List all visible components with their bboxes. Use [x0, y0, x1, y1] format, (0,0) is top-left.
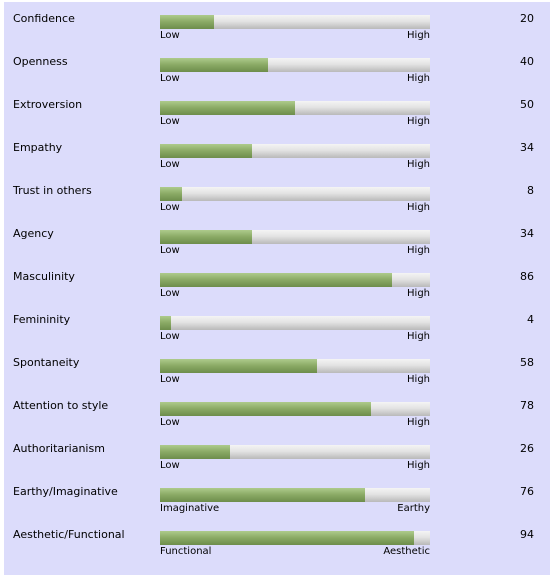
- trait-panel: Confidence Low High 20 Openness Low High 40 Extr…: [4, 2, 550, 575]
- trait-bar-track: [160, 15, 430, 29]
- trait-row: Openness Low High 40: [4, 45, 550, 88]
- scale-high-label: High: [407, 159, 430, 170]
- trait-score: 40: [520, 55, 534, 68]
- scale-high-label: Aesthetic: [383, 546, 430, 557]
- scale-low-label: Low: [160, 245, 180, 256]
- trait-bar-track: [160, 187, 430, 201]
- trait-label: Trust in others: [13, 184, 92, 197]
- scale-low-label: Low: [160, 331, 180, 342]
- trait-score: 34: [520, 141, 534, 154]
- trait-label: Empathy: [13, 141, 63, 154]
- trait-score: 26: [520, 442, 534, 455]
- trait-score: 4: [527, 313, 534, 326]
- scale-high-label: High: [407, 30, 430, 41]
- trait-bar-track: [160, 359, 430, 373]
- trait-score: 86: [520, 270, 534, 283]
- scale-high-label: High: [407, 202, 430, 213]
- trait-label: Agency: [13, 227, 54, 240]
- trait-bar-track: [160, 402, 430, 416]
- trait-row: Confidence Low High 20: [4, 2, 550, 45]
- trait-row: Femininity Low High 4: [4, 303, 550, 346]
- scale-high-label: Earthy: [397, 503, 430, 514]
- trait-bar-track: [160, 58, 430, 72]
- trait-score: 78: [520, 399, 534, 412]
- scale-low-label: Low: [160, 159, 180, 170]
- trait-row: Empathy Low High 34: [4, 131, 550, 174]
- trait-bar-fill: [160, 316, 171, 330]
- scale-high-label: High: [407, 417, 430, 428]
- trait-bar-fill: [160, 101, 295, 115]
- trait-bar-track: [160, 101, 430, 115]
- trait-bar-fill: [160, 402, 371, 416]
- trait-label: Femininity: [13, 313, 71, 326]
- trait-label: Extroversion: [13, 98, 83, 111]
- scale-low-label: Low: [160, 30, 180, 41]
- trait-row: Agency Low High 34: [4, 217, 550, 260]
- scale-high-label: High: [407, 245, 430, 256]
- trait-label: Confidence: [13, 12, 75, 25]
- trait-bar-fill: [160, 531, 414, 545]
- scale-high-label: High: [407, 374, 430, 385]
- trait-bar-track: [160, 445, 430, 459]
- scale-low-label: Low: [160, 460, 180, 471]
- trait-score: 20: [520, 12, 534, 25]
- trait-row: Extroversion Low High 50: [4, 88, 550, 131]
- trait-bar-track: [160, 144, 430, 158]
- trait-label: Attention to style: [13, 399, 109, 412]
- trait-label: Spontaneity: [13, 356, 80, 369]
- trait-bar-track: [160, 273, 430, 287]
- trait-bar-track: [160, 230, 430, 244]
- trait-score: 34: [520, 227, 534, 240]
- scale-low-label: Imaginative: [160, 503, 220, 514]
- scale-low-label: Low: [160, 288, 180, 299]
- trait-row: Aesthetic/Functional Functional Aesthetic 9…: [4, 518, 550, 561]
- trait-row: Trust in others Low High 8: [4, 174, 550, 217]
- trait-bar-fill: [160, 144, 252, 158]
- trait-bar-track: [160, 316, 430, 330]
- trait-bar-track: [160, 488, 430, 502]
- trait-bar-fill: [160, 15, 214, 29]
- trait-bar-fill: [160, 488, 365, 502]
- scale-low-label: Low: [160, 417, 180, 428]
- trait-bar-fill: [160, 359, 317, 373]
- trait-label: Earthy/Imaginative: [13, 485, 118, 498]
- trait-row: Authoritarianism Low High 26: [4, 432, 550, 475]
- scale-high-label: High: [407, 460, 430, 471]
- trait-label: Openness: [13, 55, 68, 68]
- trait-label: Masculinity: [13, 270, 75, 283]
- scale-high-label: High: [407, 288, 430, 299]
- scale-low-label: Low: [160, 73, 180, 84]
- scale-low-label: Low: [160, 374, 180, 385]
- trait-row: Attention to style Low High 78: [4, 389, 550, 432]
- trait-bar-track: [160, 531, 430, 545]
- scale-low-label: Low: [160, 116, 180, 127]
- trait-bar-fill: [160, 187, 182, 201]
- trait-label: Authoritarianism: [13, 442, 105, 455]
- trait-row: Spontaneity Low High 58: [4, 346, 550, 389]
- trait-bar-fill: [160, 445, 230, 459]
- trait-bar-fill: [160, 273, 392, 287]
- scale-low-label: Low: [160, 202, 180, 213]
- scale-high-label: High: [407, 331, 430, 342]
- trait-score: 76: [520, 485, 534, 498]
- trait-score: 94: [520, 528, 534, 541]
- trait-row: Masculinity Low High 86: [4, 260, 550, 303]
- scale-high-label: High: [407, 73, 430, 84]
- trait-label: Aesthetic/Functional: [13, 528, 125, 541]
- trait-bar-fill: [160, 230, 252, 244]
- trait-row: Earthy/Imaginative Imaginative Earthy 76: [4, 475, 550, 518]
- trait-score: 8: [527, 184, 534, 197]
- trait-bar-fill: [160, 58, 268, 72]
- scale-low-label: Functional: [160, 546, 212, 557]
- trait-score: 58: [520, 356, 534, 369]
- scale-high-label: High: [407, 116, 430, 127]
- trait-score: 50: [520, 98, 534, 111]
